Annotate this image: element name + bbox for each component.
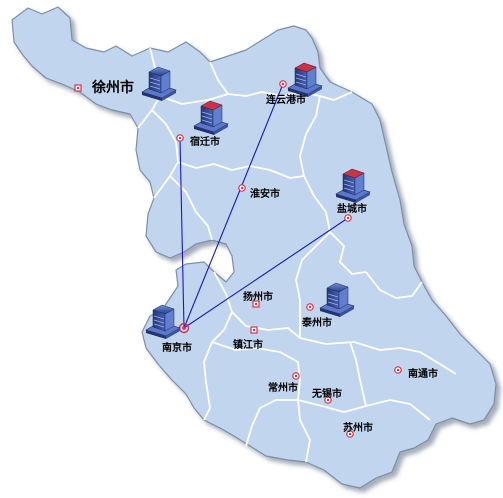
city-label-changzhou: 常州市 xyxy=(268,381,298,394)
city-marker-huaian[interactable] xyxy=(238,184,246,192)
city-marker-zhenjiang[interactable] xyxy=(250,326,258,334)
city-marker-suqian[interactable] xyxy=(176,134,184,142)
city-label-yangzhou: 扬州市 xyxy=(243,290,273,303)
city-label-suzhou: 苏州市 xyxy=(343,421,373,434)
city-marker-lianyungang[interactable] xyxy=(279,80,287,88)
city-marker-suzhou[interactable] xyxy=(346,430,354,438)
province-shape xyxy=(11,6,497,489)
city-marker-xuzhou[interactable] xyxy=(74,84,82,92)
city-label-suqian: 宿迁市 xyxy=(190,135,220,148)
route-suqian-to-nanjing xyxy=(179,137,185,329)
city-marker-taizhou[interactable] xyxy=(306,303,314,311)
city-label-xuzhou: 徐州市 xyxy=(91,79,134,96)
city-label-huaian: 淮安市 xyxy=(250,187,280,200)
route-lianyungang-to-nanjing xyxy=(183,83,284,329)
city-marker-changzhou[interactable] xyxy=(292,372,300,380)
city-label-zhenjiang: 镇江市 xyxy=(233,338,263,351)
city-marker-nantong[interactable] xyxy=(394,366,402,374)
city-label-wuxi: 无锡市 xyxy=(311,387,342,400)
city-marker-wuxi[interactable] xyxy=(324,396,332,404)
city-marker-yangzhou[interactable] xyxy=(252,300,260,308)
route-lines xyxy=(179,83,349,329)
city-label-nantong: 南通市 xyxy=(408,367,438,380)
city-label-yancheng: 盐城市 xyxy=(337,202,367,215)
city-label-lianyungang: 连云港市 xyxy=(266,93,306,106)
city-label-taizhou: 泰州市 xyxy=(301,316,332,329)
route-yancheng-to-nanjing xyxy=(183,217,349,329)
city-marker-yancheng[interactable] xyxy=(344,214,352,222)
city-label-nanjing: 南京市 xyxy=(162,341,192,354)
